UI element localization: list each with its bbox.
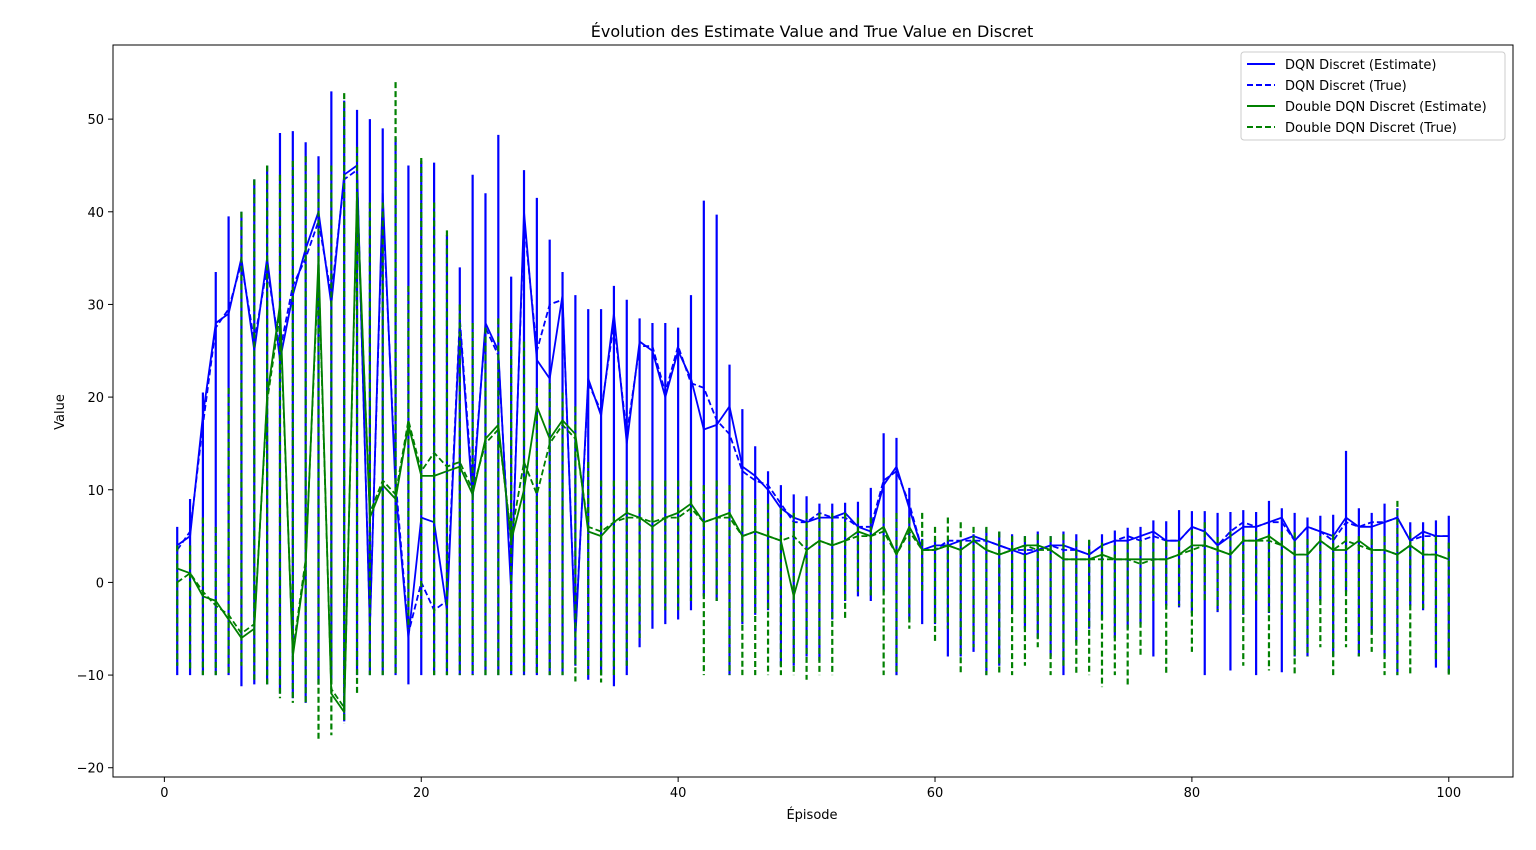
y-tick-label: 40 [87,206,104,221]
legend-entry-label: Double DQN Discret (True) [1285,121,1457,136]
y-tick-label: 30 [87,298,104,313]
legend-entry-label: DQN Discret (Estimate) [1285,58,1437,73]
x-tick-label: 40 [670,786,687,801]
x-tick-label: 20 [413,786,430,801]
plot-area [112,44,1514,778]
y-axis-label: Value [53,394,68,430]
y-tick-label: 50 [87,113,104,128]
y-tick-label: −10 [77,669,104,684]
series-group [176,82,1450,742]
plot-frame [112,44,1514,778]
series-line [176,192,1450,713]
legend-entry-label: Double DQN Discret (Estimate) [1285,100,1487,115]
series-line [176,169,1449,635]
y-tick-label: 20 [87,391,104,406]
x-tick-label: 0 [160,786,168,801]
chart-title: Évolution des Estimate Value and True Va… [591,22,1033,41]
y-tick-label: 0 [96,576,104,591]
x-tick-label: 100 [1436,786,1461,801]
legend-entry-label: DQN Discret (True) [1285,79,1407,94]
x-tick-label: 60 [927,786,944,801]
x-axis-label: Épisode [786,807,837,823]
series-line [176,164,1449,639]
legend: DQN Discret (Estimate) DQN Discret (True)… [1240,51,1506,141]
series-dqn-discret-true [176,169,1449,635]
x-axis-ticks: 0 20 40 60 80 100 [160,777,1461,801]
series-double-dqn-discret-estimate [176,192,1450,713]
series-double-dqn-discret-true [176,82,1450,742]
legend-box [1240,51,1506,141]
y-axis-ticks: −20 −10 0 10 20 30 40 50 [77,113,113,777]
y-tick-label: −20 [77,762,104,777]
y-tick-label: 10 [87,484,104,499]
x-tick-label: 80 [1184,786,1201,801]
series-dqn-discret-estimate [176,91,1450,722]
